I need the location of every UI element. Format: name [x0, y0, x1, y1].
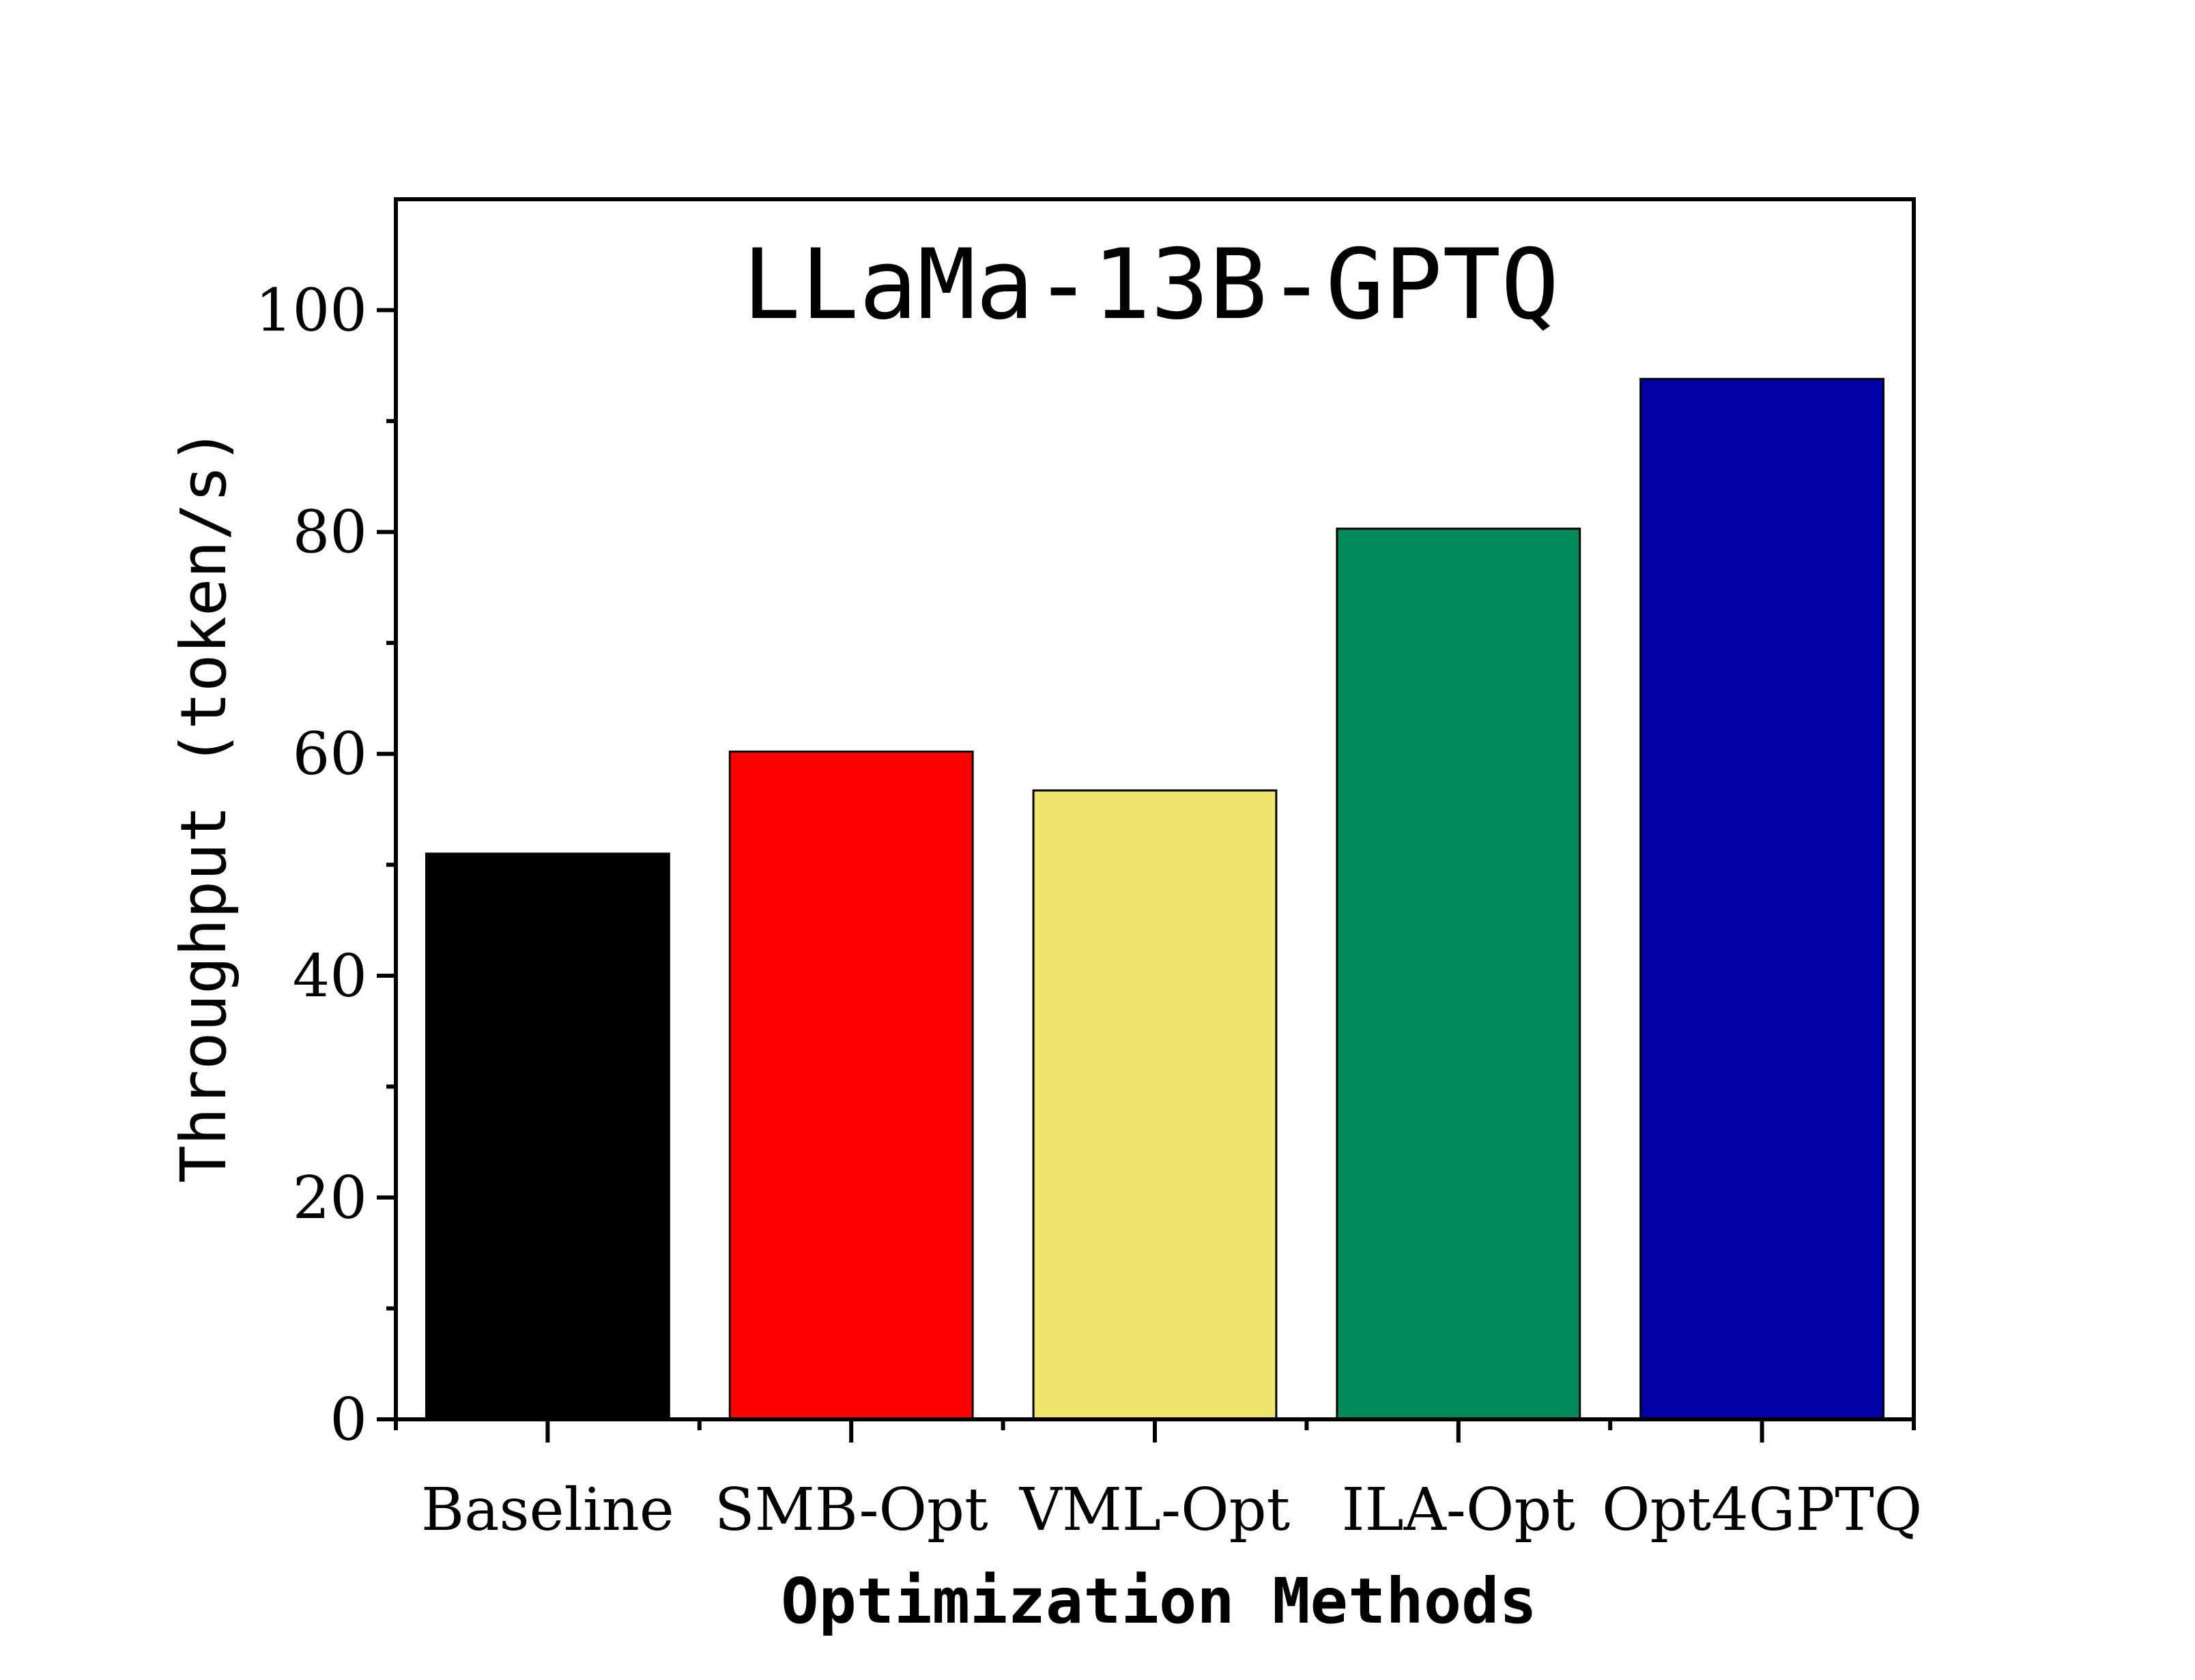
y-tick-label-20: 20 — [293, 1164, 367, 1232]
y-axis-title: Throughput (token/s) — [167, 427, 240, 1183]
bar-opt4gptq — [1639, 377, 1885, 1421]
x-tick-label-baseline: Baseline — [421, 1476, 674, 1544]
labels-layer: 0 20 40 60 80 100 Baseline SMB-Opt VML-Opt ILA-Op… — [255, 277, 1922, 1544]
x-tick-label-vml-opt: VML-Opt — [1019, 1476, 1290, 1544]
x-tick-label-opt4gptq: Opt4GPTQ — [1602, 1476, 1922, 1544]
x-axis-title: Optimization Methods — [781, 1565, 1537, 1638]
bar-smb-opt — [728, 750, 974, 1421]
y-tick-label-80: 80 — [293, 499, 367, 567]
bars-layer — [425, 377, 1885, 1421]
bar-ila-opt — [1336, 527, 1581, 1421]
chart-title: LLaMa-13B-GPTQ — [743, 229, 1560, 341]
bar-vml-opt — [1032, 789, 1278, 1421]
x-tick-label-smb-opt: SMB-Opt — [715, 1476, 988, 1544]
y-tick-label-60: 60 — [293, 721, 367, 789]
y-tick-label-100: 100 — [255, 277, 367, 345]
y-tick-label-40: 40 — [293, 942, 367, 1011]
axes-layer — [377, 197, 1916, 1443]
x-tick-label-ila-opt: ILA-Opt — [1342, 1476, 1575, 1544]
y-tick-label-0: 0 — [330, 1386, 367, 1454]
bar-baseline — [425, 852, 670, 1421]
